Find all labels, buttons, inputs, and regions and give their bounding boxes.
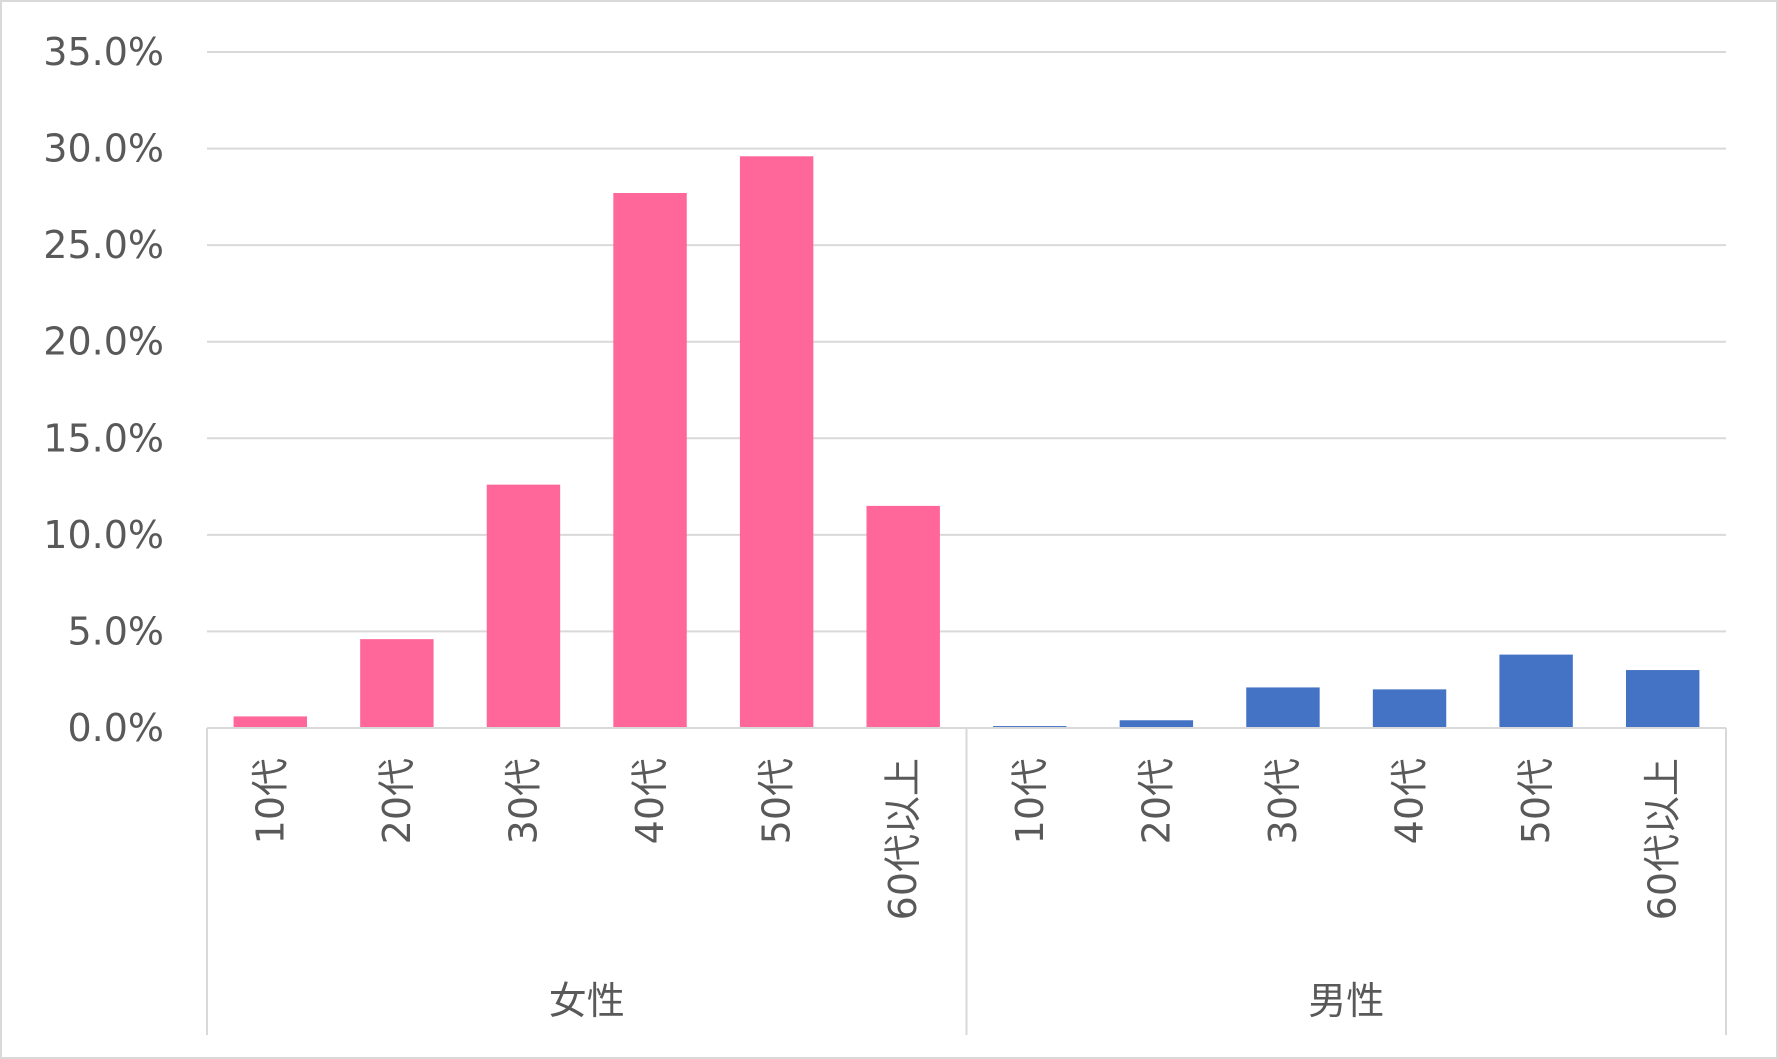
y-tick-label: 35.0% [43, 30, 164, 74]
group-labels: 女性 男性 [549, 979, 1385, 1023]
category-axis [206, 727, 1727, 1035]
group-label: 男性 [1308, 979, 1384, 1023]
bar-1-2 [1246, 687, 1320, 728]
bar-1-5 [1625, 670, 1700, 728]
category-label: 30代 [1261, 758, 1305, 844]
y-tick-label: 30.0% [43, 127, 164, 171]
category-label: 50代 [755, 758, 799, 844]
bar-0-5 [866, 505, 940, 728]
bar-0-3 [613, 192, 687, 729]
group-label: 女性 [549, 979, 625, 1023]
bar-0-0 [233, 716, 308, 728]
bar-0-2 [486, 484, 561, 728]
bar-0-4 [739, 156, 814, 729]
category-label: 60代以上 [1641, 758, 1685, 920]
category-label: 40代 [628, 758, 672, 844]
bars [233, 156, 1700, 729]
category-labels: 10代 20代 30代 40代 50代 60代以上 10代 20代 30代 40代 50代 60代以上 [248, 758, 1684, 920]
category-label: 40代 [1388, 758, 1432, 844]
bar-1-4 [1499, 654, 1573, 728]
y-axis-tick-labels: 0.0% 5.0% 10.0% 15.0% 20.0% 25.0% 30.0% 35.0% [43, 30, 164, 750]
y-tick-label: 20.0% [43, 320, 164, 364]
category-label: 20代 [1134, 758, 1178, 844]
category-label: 10代 [1008, 758, 1052, 844]
category-label: 20代 [375, 758, 419, 844]
bar-0-1 [360, 639, 434, 728]
y-tick-label: 5.0% [67, 609, 164, 653]
y-tick-label: 0.0% [67, 706, 164, 750]
category-label: 60代以上 [881, 758, 925, 920]
bar-1-3 [1372, 689, 1447, 728]
y-tick-label: 10.0% [43, 513, 164, 557]
y-tick-label: 25.0% [43, 223, 164, 267]
y-tick-label: 15.0% [43, 416, 164, 460]
gridlines [207, 51, 1726, 633]
bar-1-1 [1119, 720, 1194, 728]
category-label: 10代 [248, 758, 292, 844]
category-label: 50代 [1514, 758, 1558, 844]
category-label: 30代 [501, 758, 545, 844]
